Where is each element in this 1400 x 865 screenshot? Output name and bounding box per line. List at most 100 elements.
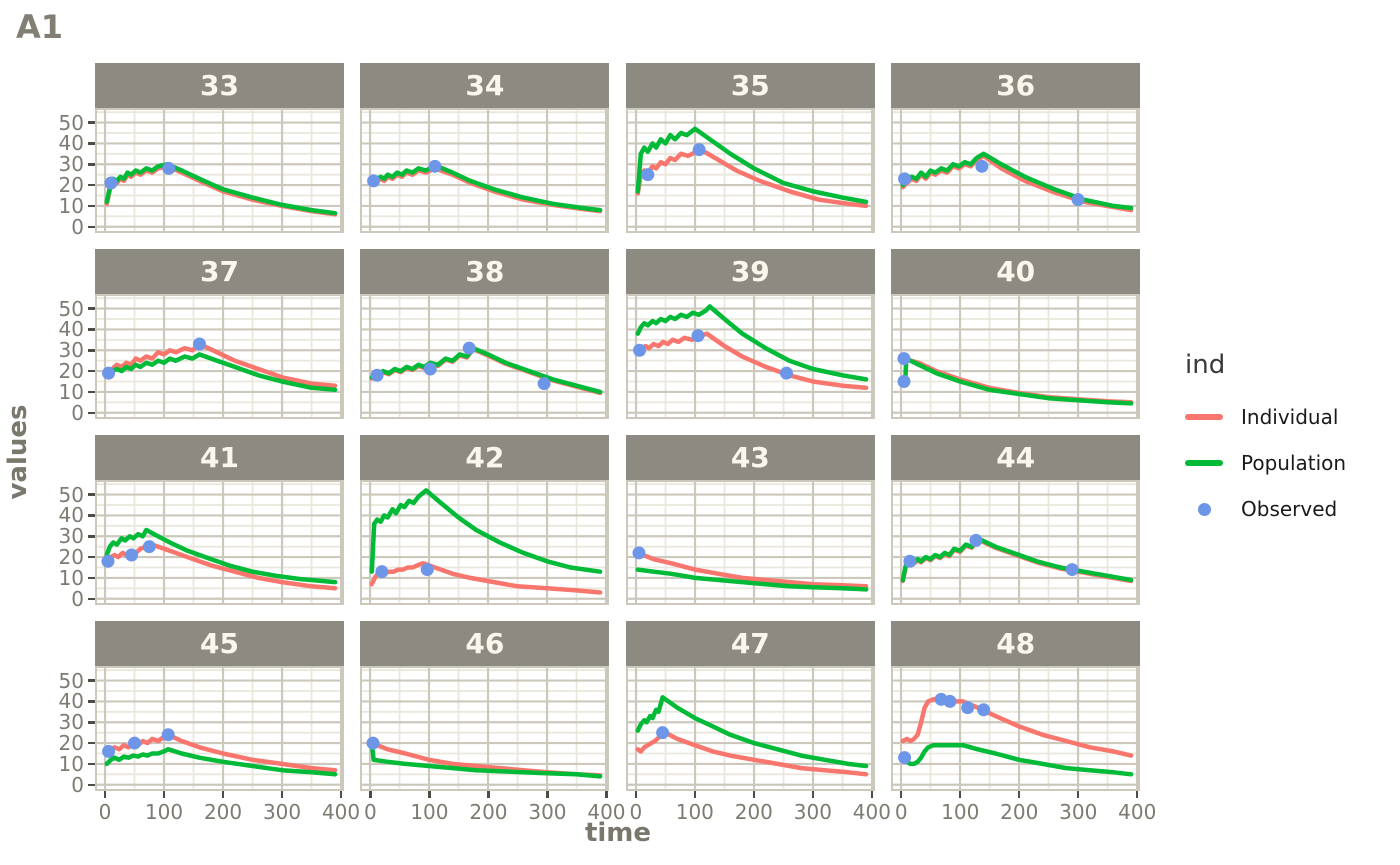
x-tick-mark (428, 791, 431, 798)
panel-border (625, 666, 875, 791)
observed-point (192, 337, 206, 351)
strip-label: 46 (465, 627, 505, 660)
y-tick-mark (88, 121, 95, 124)
strip-label: 42 (465, 441, 505, 474)
x-tick-label: 200 (203, 800, 243, 824)
individual-line (104, 341, 338, 388)
y-tick-mark (88, 576, 95, 580)
facet-panel-39 (625, 294, 875, 419)
x-tick-label: 100 (144, 800, 184, 824)
y-tick-label: 0 (71, 400, 84, 425)
observed-point (102, 744, 116, 758)
strip-label: 33 (200, 69, 239, 102)
facet-strip-38: 38 (360, 249, 610, 294)
individual-line-key-icon (1185, 414, 1223, 420)
observed-point (537, 377, 551, 391)
x-tick-label: 400 (852, 800, 891, 824)
x-tick-mark (634, 791, 638, 798)
population-line (104, 162, 338, 216)
facet-panel-43 (625, 480, 875, 605)
y-axis-title: values (3, 404, 33, 500)
y-tick-mark (88, 142, 95, 145)
facet-strip-35: 35 (625, 63, 875, 108)
individual-line (104, 732, 338, 773)
facet-panel-34 (360, 108, 610, 233)
observed-point (779, 366, 793, 380)
x-tick-mark (870, 791, 874, 798)
population-line (900, 536, 1134, 583)
facet-strip-37: 37 (95, 249, 344, 294)
panel-border (360, 108, 610, 233)
panel-plot-48 (891, 666, 1141, 791)
strip-label: 41 (200, 441, 239, 474)
observed-point (655, 726, 669, 740)
observed-point (898, 751, 912, 765)
facet-panel-47 (625, 666, 875, 791)
panel-plot-38 (360, 294, 610, 419)
panel-plot-41 (95, 480, 344, 605)
panel-plot-36 (891, 108, 1141, 233)
legend-label-individual: Individual (1241, 405, 1339, 429)
x-tick-label: 200 (734, 800, 773, 824)
strip-label: 36 (996, 69, 1036, 102)
population-line (635, 567, 869, 592)
observed-point-key-icon (1185, 502, 1223, 516)
y-tick-mark (88, 328, 95, 331)
y-tick-mark (88, 183, 95, 187)
x-tick-mark (487, 791, 490, 798)
strip-label: 40 (996, 255, 1036, 288)
y-tick-mark (88, 555, 95, 559)
x-tick-mark (1135, 791, 1139, 798)
facet-panel-36 (891, 108, 1141, 233)
observed-point (375, 565, 389, 579)
population-line-key-icon (1185, 460, 1223, 466)
observed-point (975, 159, 989, 173)
y-tick-label: 50 (58, 296, 84, 321)
panel-plot-34 (360, 108, 610, 233)
y-tick-label: 50 (58, 668, 84, 693)
strip-label: 47 (730, 627, 770, 660)
population-line (635, 126, 869, 205)
panel-border (891, 108, 1141, 233)
population-line (635, 304, 869, 382)
observed-point (969, 533, 983, 547)
panel-plot-46 (360, 666, 610, 791)
legend-item-individual: Individual (1185, 402, 1346, 432)
y-tick-label: 50 (58, 482, 84, 507)
panel-border (95, 294, 344, 419)
y-tick-mark (88, 349, 95, 352)
x-tick-label: 100 (410, 800, 449, 824)
facet-panel-48 (891, 666, 1141, 791)
y-tick-mark (88, 411, 95, 414)
x-tick-mark (1017, 791, 1021, 798)
y-tick-mark (88, 721, 95, 724)
y-tick-mark (88, 783, 95, 786)
population-line (369, 345, 603, 395)
y-tick-mark (88, 493, 95, 496)
facet-panel-35 (625, 108, 875, 233)
y-tick-label: 10 (58, 565, 84, 590)
x-tick-label: 300 (528, 800, 567, 824)
y-tick-label: 50 (58, 110, 84, 135)
x-tick-label: 0 (98, 800, 112, 824)
x-tick-label: 300 (1059, 800, 1098, 824)
panel-border (95, 480, 344, 605)
y-tick-label: 30 (58, 710, 84, 735)
observed-point (897, 352, 911, 366)
panel-plot-40 (891, 294, 1141, 419)
individual-line (635, 730, 869, 777)
observed-point (632, 343, 646, 357)
x-axis-title: time (584, 818, 652, 848)
panel-border (891, 294, 1141, 419)
population-line (104, 352, 338, 393)
panel-border (625, 480, 875, 605)
facet-panel-41 (95, 480, 344, 605)
y-tick-label: 0 (71, 214, 84, 239)
observed-point (104, 176, 118, 190)
panel-border (95, 108, 344, 233)
x-tick-mark (811, 791, 815, 798)
observed-point (101, 554, 115, 568)
y-tick-label: 40 (58, 503, 84, 528)
observed-point (1065, 563, 1079, 577)
